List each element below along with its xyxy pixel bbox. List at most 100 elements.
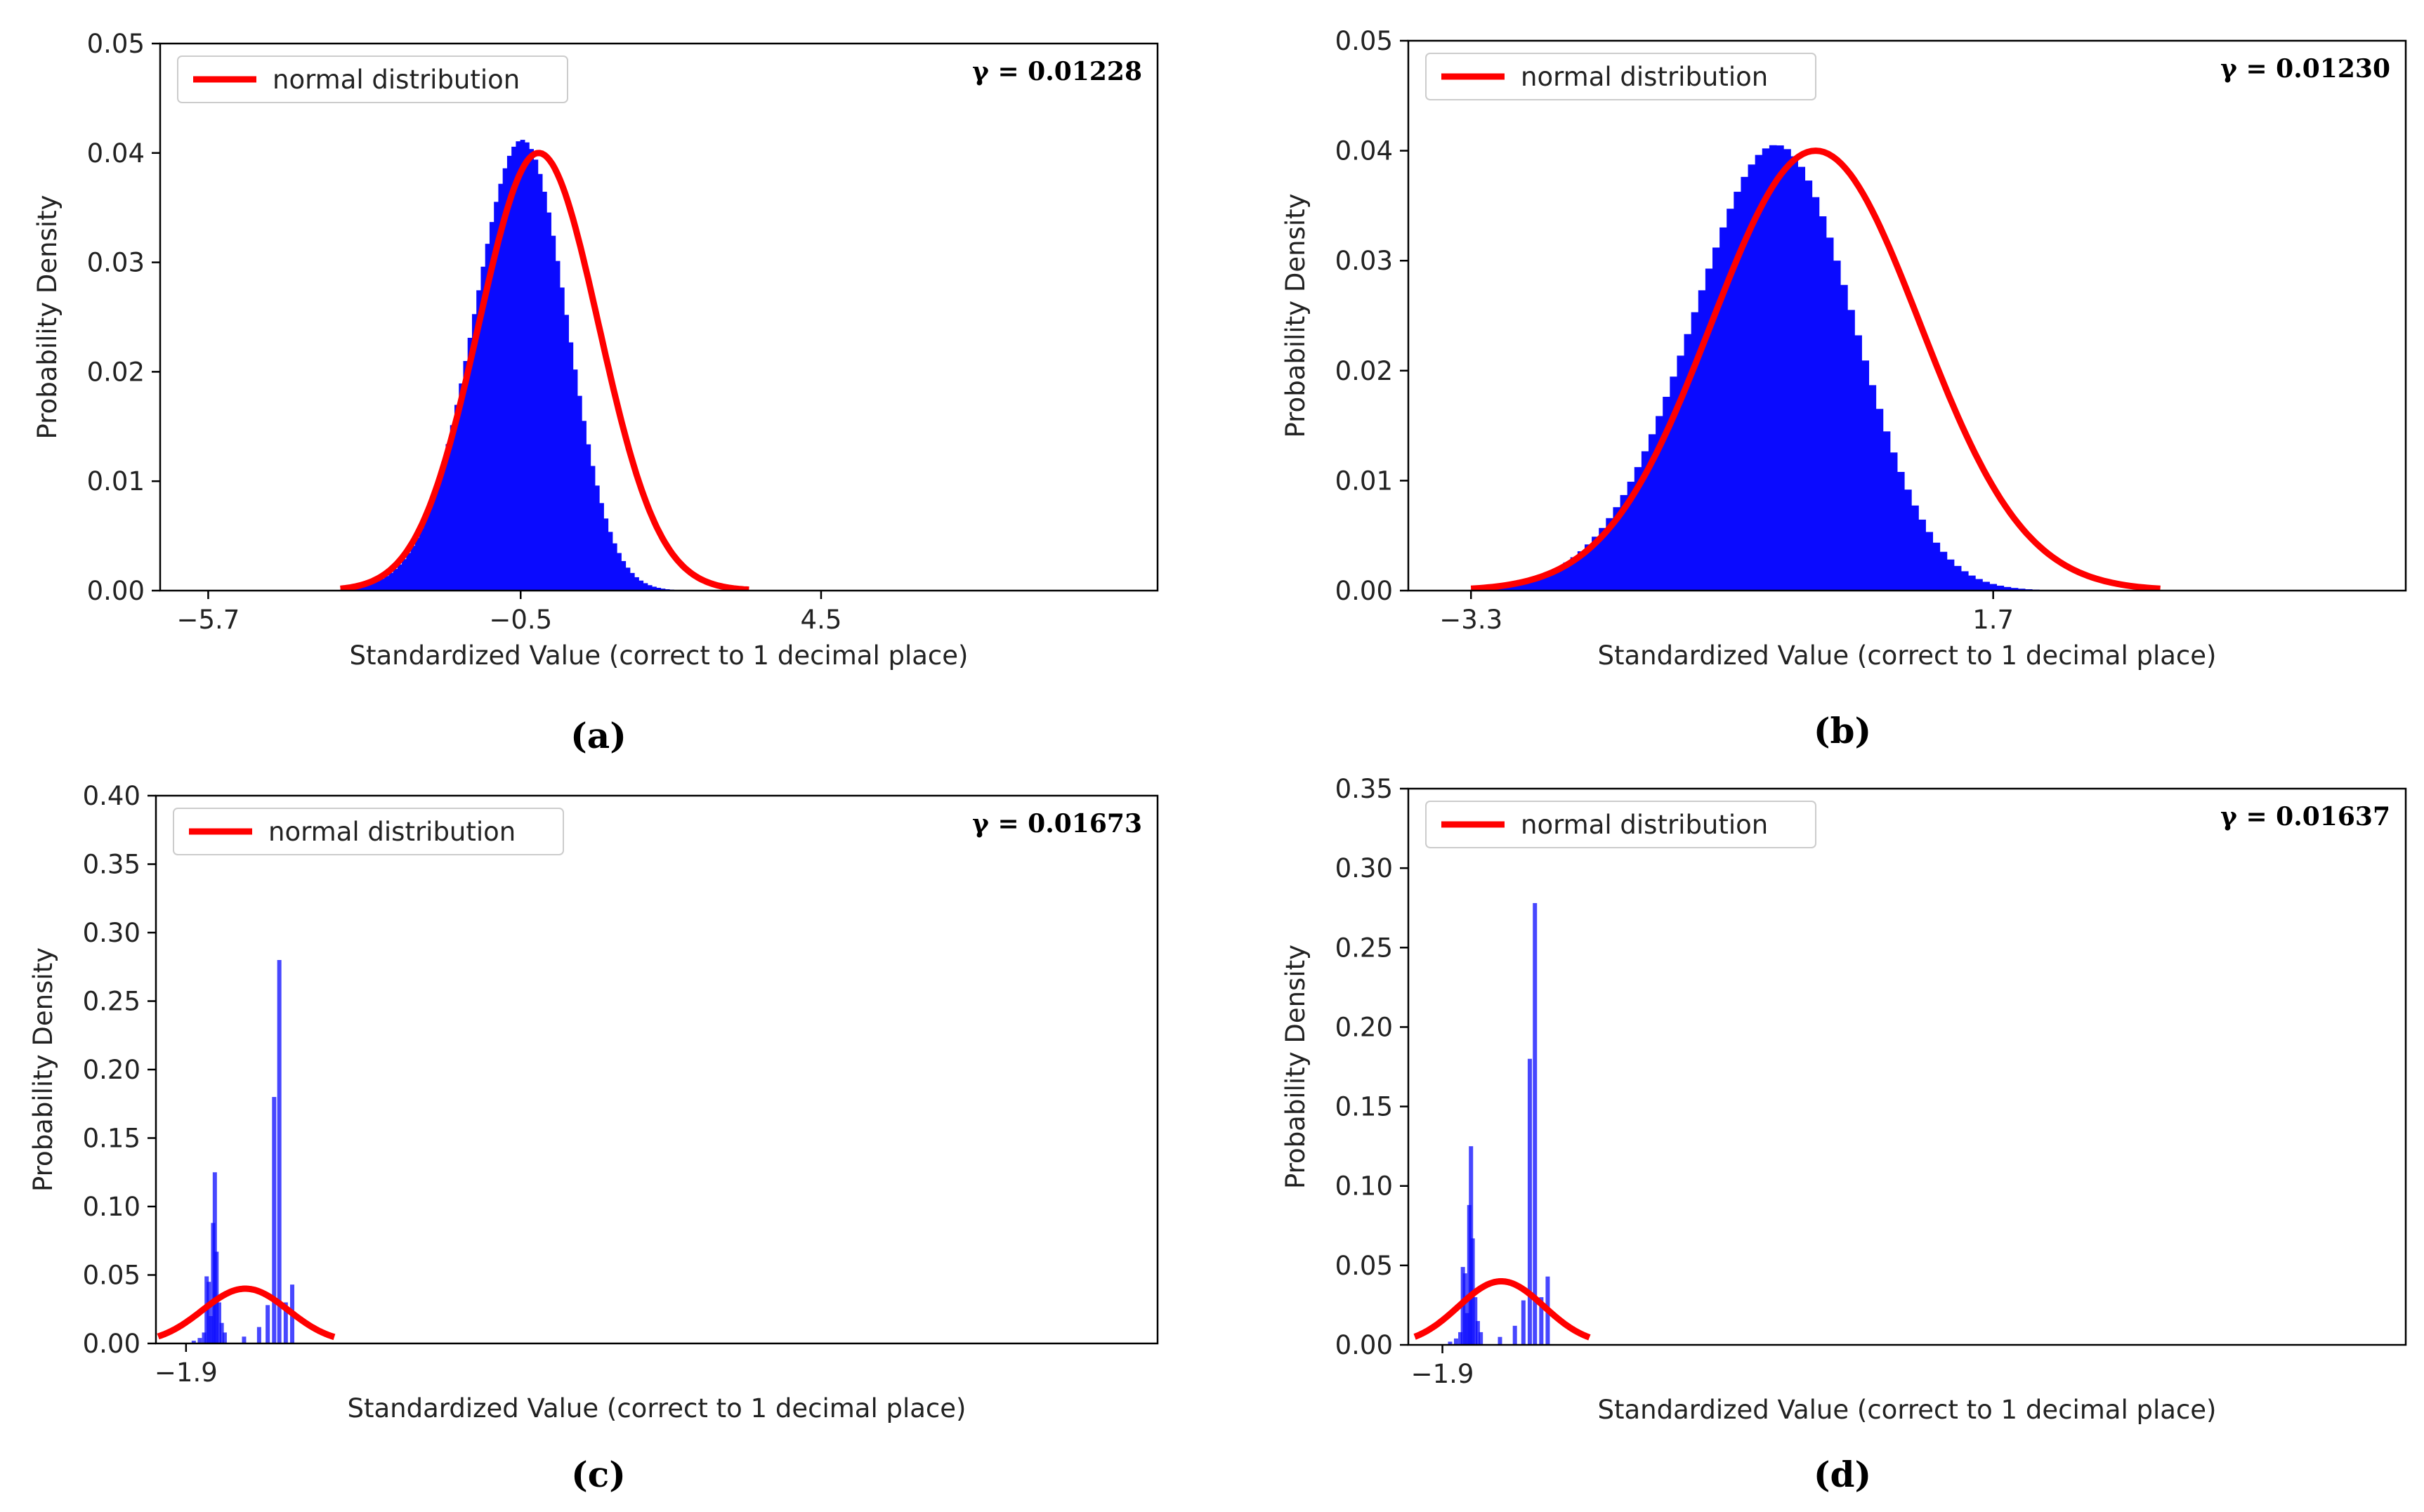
plot-area-b <box>1470 145 2182 591</box>
histogram-bar <box>402 559 407 591</box>
histogram-bar <box>1691 312 1699 591</box>
y-tick-label: 0.25 <box>83 987 140 1017</box>
y-tick-label: 0.05 <box>1335 26 1393 56</box>
histogram-bar <box>1896 471 1905 591</box>
histogram-bar <box>367 584 372 591</box>
histogram-bar <box>1741 176 1749 591</box>
histogram-bar <box>498 183 504 591</box>
panel-a-caption: (a) <box>570 715 627 756</box>
legend-box <box>173 808 564 855</box>
y-tick-label: 0.20 <box>1335 1012 1393 1042</box>
histogram-bar <box>406 553 412 591</box>
histogram-bar <box>476 290 482 591</box>
y-tick-label: 0.04 <box>87 138 145 169</box>
histogram-bar <box>1946 559 1955 591</box>
x-tick-label: −0.5 <box>489 605 552 635</box>
histogram-bar <box>1556 567 1564 591</box>
histogram-bar <box>1840 284 1848 591</box>
histogram-bar <box>1677 355 1685 591</box>
histogram-bar <box>1712 247 1720 591</box>
histogram-bar <box>432 492 438 591</box>
histogram-bar <box>397 564 402 591</box>
histogram-bar <box>1656 416 1663 591</box>
legend-label: normal distribution <box>1521 810 1768 840</box>
histogram-bar <box>1542 574 1550 591</box>
histogram-bar <box>1812 197 1820 591</box>
x-axis-label: Standardized Value (correct to 1 decimal… <box>348 1393 967 1424</box>
histogram-bar <box>546 212 551 591</box>
x-axis-label: Standardized Value (correct to 1 decimal… <box>1598 640 2217 671</box>
histogram-bar <box>277 960 282 1343</box>
histogram-bar <box>489 222 494 591</box>
histogram-bar <box>1882 431 1891 591</box>
y-tick-label: 0.05 <box>83 1261 140 1291</box>
histogram-bar <box>1826 237 1834 591</box>
chart-a: 0.00 0.01 0.02 0.03 0.04 0.05 −5.7 −0.5 4.5 Stand… <box>32 29 1159 671</box>
histogram-bar <box>1641 451 1649 591</box>
histogram-bar <box>410 546 416 591</box>
histogram-bar <box>1663 397 1670 591</box>
histogram-bar <box>656 587 662 591</box>
plot-area-d <box>1413 902 1592 1345</box>
y-tick-label: 0.10 <box>83 1192 140 1222</box>
histogram-bar <box>586 444 591 591</box>
y-tick-label: 0.00 <box>83 1329 140 1359</box>
histogram-bar <box>1648 434 1656 591</box>
legend-label: normal distribution <box>1521 62 1768 92</box>
histogram-bar <box>242 1336 247 1343</box>
normal-distribution-curve <box>1413 1278 1592 1341</box>
histogram-bar <box>537 173 543 591</box>
histogram-bar <box>1473 1297 1478 1345</box>
histogram-bar <box>1521 1300 1526 1345</box>
plot-area-a <box>339 140 766 591</box>
histogram-bar <box>533 159 539 591</box>
histogram-bar <box>1634 467 1642 591</box>
histogram-bar <box>419 528 424 591</box>
histogram-bar <box>424 518 429 591</box>
histogram-bar <box>371 582 376 591</box>
histogram-bar <box>1453 1338 1458 1345</box>
histogram-bar <box>414 537 420 591</box>
chart-c: 0.00 0.05 0.10 0.15 0.20 0.25 0.30 0.35 0.40 −1.9… <box>28 781 1159 1424</box>
histogram-bar <box>256 1327 261 1343</box>
histogram-bar <box>647 585 653 591</box>
histogram-bar <box>590 466 596 591</box>
histogram-bar <box>272 1097 277 1343</box>
x-tick-label: 4.5 <box>801 605 842 635</box>
panel-b-caption: (b) <box>1814 710 1871 751</box>
histogram-bar <box>1479 1332 1483 1345</box>
histogram-bar <box>568 342 574 591</box>
y-tick-label: 0.03 <box>87 248 145 278</box>
histogram-bar <box>1967 575 1976 591</box>
legend-label: normal distribution <box>268 817 516 847</box>
axes-frame <box>1407 39 2407 592</box>
histogram-bar <box>551 235 556 591</box>
histogram-bar <box>471 314 477 591</box>
histogram-bar <box>1520 581 1528 591</box>
x-tick-label: −1.9 <box>1411 1359 1474 1389</box>
y-axis-label: Probability Density <box>1280 193 1311 438</box>
histogram-bar <box>1513 583 1521 591</box>
histogram-bar <box>625 567 631 591</box>
histogram-bar <box>384 576 389 591</box>
histogram-bar <box>612 543 617 591</box>
axes-frame <box>159 42 1159 592</box>
histogram-bar <box>358 586 363 591</box>
histogram-bar <box>524 142 530 591</box>
histogram-bar <box>191 1341 196 1343</box>
histogram-bar <box>1734 192 1742 591</box>
x-tick-label: −5.7 <box>177 605 240 635</box>
y-axis-label: Probability Density <box>32 195 63 439</box>
y-tick-label: 0.35 <box>1335 774 1393 804</box>
panel-c: (c) <box>571 1454 626 1495</box>
histogram-bar <box>1719 227 1727 591</box>
histogram-bar <box>1996 585 2005 591</box>
histogram-bar <box>1458 1332 1463 1345</box>
y-tick-label: 0.30 <box>83 918 140 948</box>
panel-d: (d) <box>1814 1454 1871 1495</box>
histogram-bar <box>643 583 648 591</box>
y-tick-label: 0.25 <box>1335 933 1393 963</box>
gamma-annotation: γ = 0.01637 <box>2220 802 2390 831</box>
histogram-bar <box>1804 180 1813 591</box>
x-tick-label: 1.7 <box>1972 605 2014 635</box>
